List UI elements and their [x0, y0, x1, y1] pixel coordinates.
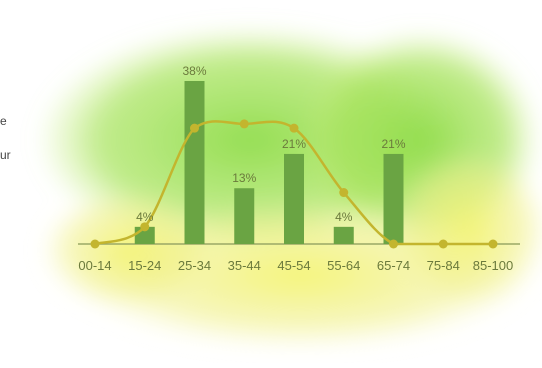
bar-25-34 [184, 81, 205, 244]
bars-group [134, 81, 404, 244]
bar-65-74 [383, 153, 404, 244]
x-tick-labels-group: 00-14 15-24 25-34 35-44 45-54 55-64 65-74 75-84… [78, 258, 513, 273]
watercolor-background [35, 25, 542, 350]
x-tick-label-35-44: 35-44 [228, 258, 261, 273]
data-label-65-74: 21% [381, 137, 405, 151]
x-tick-label-75-84: 75-84 [427, 258, 460, 273]
data-label-15-24: 4% [136, 210, 154, 224]
trend-point-00-14 [90, 239, 100, 249]
x-tick-label-45-54: 45-54 [277, 258, 310, 273]
left-edge-text-2: ur [0, 148, 11, 162]
x-tick-label-65-74: 65-74 [377, 258, 410, 273]
data-label-25-34: 38% [182, 64, 206, 78]
bar-35-44 [234, 188, 255, 244]
trend-point-55-64 [339, 188, 349, 198]
x-tick-label-00-14: 00-14 [78, 258, 111, 273]
x-tick-label-25-34: 25-34 [178, 258, 211, 273]
trend-point-25-34 [190, 123, 199, 133]
bar-45-54 [284, 153, 304, 244]
data-label-55-64: 4% [335, 210, 353, 224]
trend-point-35-44 [239, 119, 249, 129]
trend-point-85-100 [488, 239, 498, 249]
trend-point-15-24 [140, 222, 150, 232]
bar-55-64 [333, 226, 354, 244]
x-tick-label-15-24: 15-24 [128, 258, 161, 273]
data-labels-group: 4% 38% 13% 21% 4% 21% [136, 64, 406, 224]
trend-line-group [90, 119, 498, 249]
data-label-45-54: 21% [282, 137, 306, 151]
trend-point-75-84 [438, 239, 448, 249]
x-tick-label-85-100: 85-100 [473, 258, 513, 273]
trend-point-45-54 [289, 123, 299, 133]
left-edge-text-1: e [0, 114, 7, 128]
data-label-35-44: 13% [232, 171, 256, 185]
trend-point-65-74 [389, 239, 398, 249]
x-tick-label-55-64: 55-64 [327, 258, 360, 273]
